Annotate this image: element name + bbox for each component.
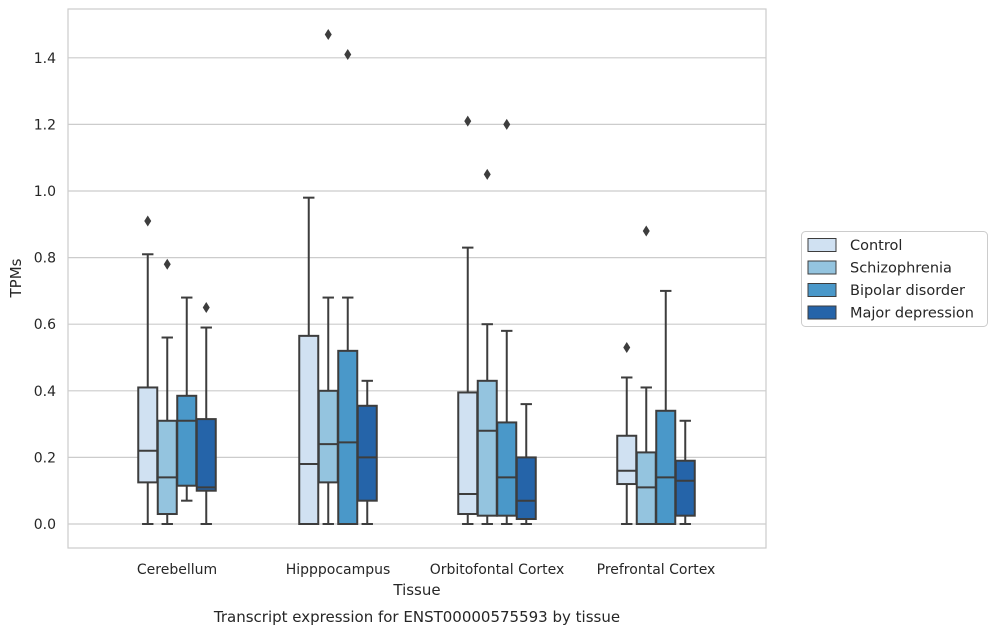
legend: Control Schizophrenia Bipolar disorder Majo… bbox=[801, 231, 988, 327]
legend-swatch bbox=[807, 260, 837, 275]
box-iqr bbox=[176, 394, 198, 487]
outlier-point bbox=[483, 168, 491, 180]
box-control bbox=[616, 342, 638, 525]
y-axis-label: TPMs bbox=[7, 258, 25, 298]
legend-label: Schizophrenia bbox=[850, 261, 952, 277]
outlier-point bbox=[324, 28, 332, 40]
box-control bbox=[137, 215, 159, 525]
box-iqr bbox=[616, 434, 638, 486]
y-tick-label: 0.2 bbox=[34, 450, 56, 466]
x-tick-label: Cerebellum bbox=[137, 562, 217, 578]
box-iqr bbox=[496, 421, 518, 517]
chart-caption: Transcript expression for ENST0000057559… bbox=[213, 608, 620, 626]
x-tick-label: Hipppocampus bbox=[286, 562, 391, 578]
box-iqr bbox=[457, 391, 479, 516]
legend-swatch bbox=[807, 283, 837, 297]
outlier-point bbox=[503, 118, 511, 130]
y-tick-label: 0.6 bbox=[34, 317, 56, 333]
y-tick-label: 1.0 bbox=[34, 184, 56, 200]
plot-frame bbox=[67, 8, 767, 549]
box-iqr bbox=[674, 459, 696, 517]
box-schizophrenia bbox=[635, 225, 657, 525]
legend-swatch bbox=[807, 305, 837, 320]
x-tick-label: Prefrontal Cortex bbox=[597, 562, 716, 578]
box-iqr bbox=[156, 419, 178, 516]
outlier-point bbox=[623, 342, 631, 354]
outlier-point bbox=[163, 258, 171, 270]
box-bipolar-disorder bbox=[655, 289, 677, 525]
box-major-depression bbox=[515, 403, 537, 525]
y-tick-label: 0.0 bbox=[34, 517, 56, 533]
x-axis-label: Tissue bbox=[392, 581, 440, 599]
box-bipolar-disorder bbox=[176, 296, 198, 502]
y-tick-label: 1.2 bbox=[34, 117, 56, 133]
y-tick-label: 0.8 bbox=[34, 251, 56, 267]
box-iqr bbox=[337, 349, 359, 525]
box-major-depression bbox=[356, 379, 378, 525]
outlier-point bbox=[144, 215, 152, 227]
y-tick-label: 0.4 bbox=[34, 384, 56, 400]
box-major-depression bbox=[195, 302, 217, 525]
box-iqr bbox=[476, 379, 498, 517]
box-major-depression bbox=[674, 419, 696, 525]
legend-swatch bbox=[807, 238, 837, 252]
box-schizophrenia bbox=[476, 168, 498, 525]
legend-label: Major depression bbox=[850, 306, 974, 322]
box-iqr bbox=[137, 386, 159, 484]
x-tick-labels: Cerebellum Hipppocampus Orbitofontal Corte… bbox=[137, 562, 715, 578]
box-iqr bbox=[515, 456, 537, 521]
legend-label: Bipolar disorder bbox=[850, 283, 965, 299]
y-tick-label: 1.4 bbox=[34, 51, 56, 67]
box-control bbox=[457, 115, 479, 525]
outlier-point bbox=[202, 302, 210, 314]
boxes bbox=[137, 28, 696, 526]
legend-box bbox=[801, 231, 988, 327]
legend-label: Control bbox=[850, 238, 902, 254]
outlier-point bbox=[464, 115, 472, 127]
outlier-point bbox=[642, 225, 650, 237]
outlier-point bbox=[344, 48, 352, 60]
box-bipolar-disorder bbox=[496, 118, 518, 525]
box-schizophrenia bbox=[317, 28, 339, 525]
box-bipolar-disorder bbox=[337, 48, 359, 525]
box-control bbox=[298, 196, 320, 526]
box-iqr bbox=[356, 404, 378, 502]
box-iqr bbox=[298, 334, 320, 526]
box-iqr bbox=[655, 409, 677, 525]
box-iqr bbox=[317, 389, 339, 484]
box-iqr bbox=[195, 418, 217, 492]
y-tick-labels: 0.0 0.2 0.4 0.6 0.8 1.0 1.2 1.4 bbox=[34, 51, 56, 533]
x-tick-label: Orbitofontal Cortex bbox=[430, 562, 565, 578]
